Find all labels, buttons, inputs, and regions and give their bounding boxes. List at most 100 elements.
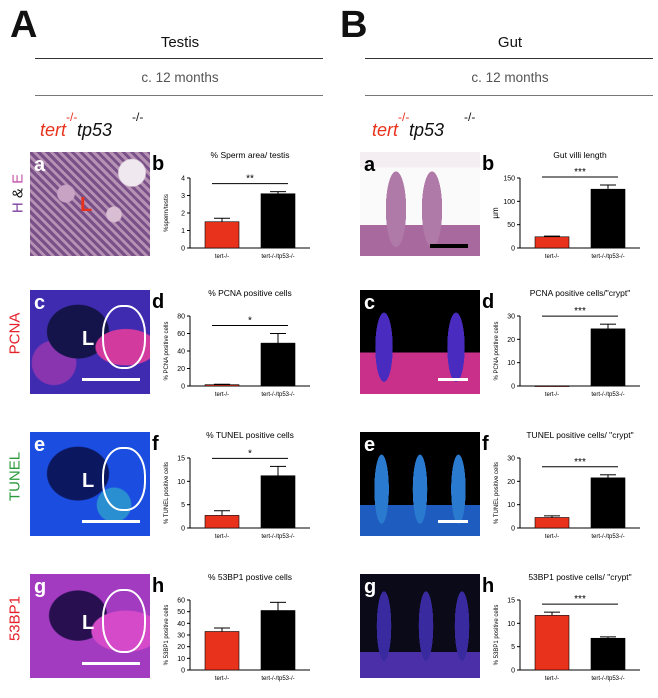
he-h: H bbox=[9, 202, 27, 214]
tubule-outline bbox=[102, 305, 146, 369]
image-letter: g bbox=[34, 576, 47, 598]
chart-svg: d % PCNA positive cells % PCNA positive ce… bbox=[152, 288, 310, 398]
x-tick-label: tert-/-/tp53-/- bbox=[591, 676, 624, 682]
bar bbox=[590, 188, 626, 249]
testis-age-rule bbox=[35, 95, 323, 96]
y-tick-label: 2 bbox=[181, 211, 185, 218]
image-letter: a bbox=[364, 154, 376, 176]
y-tick-label: 10 bbox=[177, 479, 185, 486]
y-tick-label: 20 bbox=[507, 337, 515, 344]
chart-letter: f bbox=[482, 433, 489, 455]
row-label-pcna: PCNA bbox=[6, 312, 24, 355]
y-tick-label: 5 bbox=[181, 502, 185, 509]
bar bbox=[260, 475, 296, 529]
significance-stars: * bbox=[248, 316, 252, 327]
testis-title: Testis bbox=[160, 34, 200, 51]
y-axis-label: % PCNA positive cells bbox=[494, 321, 500, 380]
bar bbox=[590, 637, 626, 671]
chart-svg: f TUNEL positive cells/ "crypt" % TUNEL po… bbox=[482, 430, 640, 540]
y-tick-label: 15 bbox=[177, 456, 185, 463]
y-tick-label: 60 bbox=[177, 598, 185, 605]
y-axis-label: % TUNEL positive cells bbox=[164, 462, 170, 524]
gut-title-rule bbox=[365, 58, 653, 59]
testis-he-image: a L bbox=[30, 152, 150, 256]
x-tick-label: tert-/-/tp53-/- bbox=[261, 392, 294, 398]
chart-svg: f % TUNEL positive cells % TUNEL positive … bbox=[152, 430, 310, 540]
x-tick-label: tert-/- bbox=[545, 254, 559, 260]
scale-bar bbox=[438, 378, 468, 381]
chart-gut-tunel: f TUNEL positive cells/ "crypt" % TUNEL po… bbox=[480, 428, 658, 556]
x-tick-label: tert-/- bbox=[215, 676, 229, 682]
tubule-outline bbox=[102, 589, 146, 653]
chart-letter: b bbox=[482, 153, 494, 175]
image-letter: g bbox=[364, 576, 377, 598]
y-tick-label: 4 bbox=[181, 176, 185, 183]
image-letter: a bbox=[34, 154, 46, 176]
gut-53bp1-image: g bbox=[360, 574, 480, 678]
y-tick-label: 40 bbox=[177, 349, 185, 356]
bar bbox=[204, 631, 240, 671]
chart-letter: d bbox=[482, 291, 494, 313]
chart-letter: f bbox=[152, 433, 159, 455]
lumen-label: L bbox=[80, 194, 93, 216]
x-tick-label: tert-/- bbox=[215, 534, 229, 540]
chart-testis-pcna: d % PCNA positive cells % PCNA positive ce… bbox=[150, 286, 330, 414]
y-tick-label: 60 bbox=[177, 331, 185, 338]
panel-letter-b: B bbox=[340, 4, 368, 46]
y-tick-label: 20 bbox=[177, 644, 185, 651]
gut-age-rule bbox=[365, 95, 653, 96]
testis-pcna-image: c L bbox=[30, 290, 150, 394]
y-tick-label: 30 bbox=[507, 456, 515, 463]
y-tick-label: 80 bbox=[177, 314, 185, 321]
bar bbox=[204, 515, 240, 529]
row-label-he: H & E bbox=[10, 164, 27, 224]
chart-testis-sperm: b % Sperm area/ testis %sperm/testis 0 1 2 3 4 t… bbox=[150, 148, 330, 276]
x-tick-label: tert-/- bbox=[545, 392, 559, 398]
he-e: E bbox=[9, 173, 27, 184]
chart-title: 53BP1 postive cells/ "crypt" bbox=[528, 572, 631, 582]
y-tick-label: 20 bbox=[177, 366, 185, 373]
tert-sup: -/- bbox=[66, 110, 78, 124]
testis-title-rule bbox=[35, 58, 323, 59]
lumen-label: L bbox=[82, 328, 95, 350]
gut-pcna-image: c bbox=[360, 290, 480, 394]
x-tick-label: tert-/- bbox=[545, 534, 559, 540]
x-tick-label: tert-/-/tp53-/- bbox=[261, 254, 294, 260]
chart-title: % TUNEL positive cells bbox=[206, 430, 294, 440]
row-label-tunel: TUNEL bbox=[6, 451, 24, 502]
chart-title: Gut villi length bbox=[553, 150, 607, 160]
y-tick-label: 30 bbox=[507, 314, 515, 321]
chart-gut-villi: b Gut villi length µm 0 50 100 150 tert-/- tert-… bbox=[480, 148, 658, 276]
bar bbox=[204, 221, 240, 249]
gut-he-image: a bbox=[360, 152, 480, 256]
tp53-label: tp53 bbox=[409, 120, 445, 140]
y-tick-label: 40 bbox=[177, 621, 185, 628]
y-tick-label: 10 bbox=[507, 502, 515, 509]
y-tick-label: 0 bbox=[181, 526, 185, 533]
significance-stars: *** bbox=[574, 306, 586, 317]
lumen-label: L bbox=[82, 612, 95, 634]
image-letter: c bbox=[364, 292, 376, 314]
panel-letter-a: A bbox=[10, 4, 38, 46]
chart-svg: b Gut villi length µm 0 50 100 150 tert-/- tert-… bbox=[482, 150, 640, 260]
y-tick-label: 50 bbox=[177, 609, 185, 616]
chart-letter: h bbox=[482, 575, 494, 597]
row-label-53bp1: 53BP1 bbox=[6, 595, 24, 642]
x-tick-label: tert-/-/tp53-/- bbox=[591, 534, 624, 540]
lumen-label: L bbox=[82, 470, 95, 492]
bar bbox=[534, 615, 570, 671]
x-tick-label: tert-/- bbox=[215, 254, 229, 260]
chart-title: TUNEL positive cells/ "crypt" bbox=[526, 430, 633, 440]
gut-title: Gut bbox=[497, 34, 523, 51]
y-tick-label: 150 bbox=[503, 176, 515, 183]
y-tick-label: 0 bbox=[511, 668, 515, 675]
x-tick-label: tert-/-/tp53-/- bbox=[261, 534, 294, 540]
tp53-label: tp53 bbox=[77, 120, 113, 140]
tp53-sup: -/- bbox=[132, 110, 144, 124]
gut-tunel-image: e bbox=[360, 432, 480, 536]
testis-tunel-image: e L bbox=[30, 432, 150, 536]
y-axis-label: % 53BP1 positive cells bbox=[164, 605, 170, 666]
gut-age: c. 12 months bbox=[471, 70, 549, 85]
tubule-outline bbox=[102, 447, 146, 511]
scale-bar bbox=[82, 378, 140, 381]
